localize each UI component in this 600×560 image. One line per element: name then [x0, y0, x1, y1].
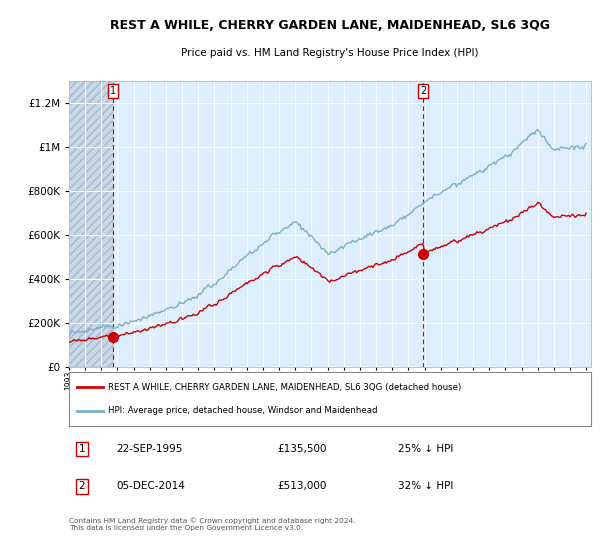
Text: REST A WHILE, CHERRY GARDEN LANE, MAIDENHEAD, SL6 3QG: REST A WHILE, CHERRY GARDEN LANE, MAIDEN… — [110, 18, 550, 32]
Bar — [69, 81, 113, 367]
Text: Contains HM Land Registry data © Crown copyright and database right 2024.
This d: Contains HM Land Registry data © Crown c… — [69, 517, 356, 531]
Text: 05-DEC-2014: 05-DEC-2014 — [116, 482, 185, 492]
Text: Price paid vs. HM Land Registry's House Price Index (HPI): Price paid vs. HM Land Registry's House … — [181, 48, 479, 58]
Text: 2: 2 — [420, 86, 427, 96]
Text: 2: 2 — [79, 482, 85, 492]
Text: REST A WHILE, CHERRY GARDEN LANE, MAIDENHEAD, SL6 3QG (detached house): REST A WHILE, CHERRY GARDEN LANE, MAIDEN… — [108, 383, 461, 392]
Text: 25% ↓ HPI: 25% ↓ HPI — [398, 444, 453, 454]
Text: HPI: Average price, detached house, Windsor and Maidenhead: HPI: Average price, detached house, Wind… — [108, 406, 377, 415]
Text: £513,000: £513,000 — [278, 482, 327, 492]
Text: 1: 1 — [79, 444, 85, 454]
Text: 22-SEP-1995: 22-SEP-1995 — [116, 444, 182, 454]
Text: £135,500: £135,500 — [278, 444, 328, 454]
Text: 1: 1 — [110, 86, 116, 96]
Text: 32% ↓ HPI: 32% ↓ HPI — [398, 482, 453, 492]
